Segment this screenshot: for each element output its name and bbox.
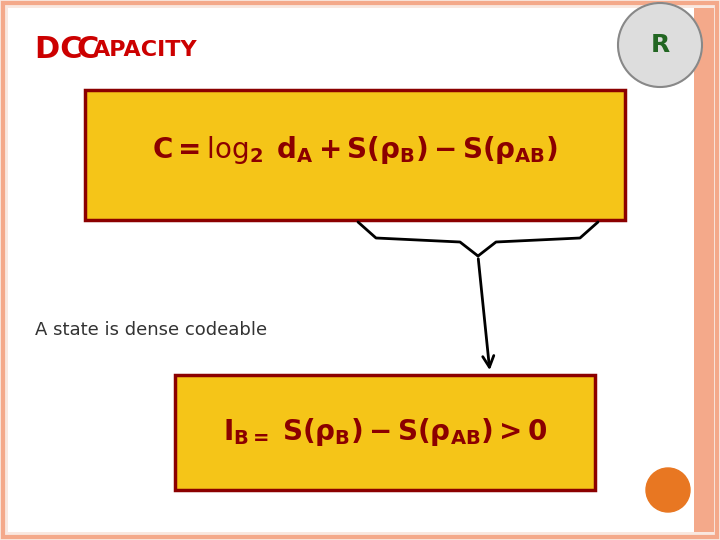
FancyBboxPatch shape [8, 8, 694, 532]
Circle shape [646, 468, 690, 512]
Text: $\mathbf{I_{B=}\ S(\rho_B) - S(\rho_{AB}) > 0}$: $\mathbf{I_{B=}\ S(\rho_B) - S(\rho_{AB}… [222, 416, 547, 449]
Text: R: R [650, 33, 670, 57]
Text: APACITY: APACITY [93, 40, 197, 60]
Text: A state is dense codeable: A state is dense codeable [35, 321, 267, 339]
FancyBboxPatch shape [85, 90, 625, 220]
FancyBboxPatch shape [175, 375, 595, 490]
Text: C: C [77, 36, 99, 64]
Text: DC: DC [35, 36, 94, 64]
FancyBboxPatch shape [694, 8, 714, 532]
Circle shape [618, 3, 702, 87]
FancyBboxPatch shape [3, 3, 717, 537]
Text: $\mathbf{C = \log_2\ d_A + S(\rho_B) - S(\rho_{AB})}$: $\mathbf{C = \log_2\ d_A + S(\rho_B) - S… [152, 134, 558, 166]
